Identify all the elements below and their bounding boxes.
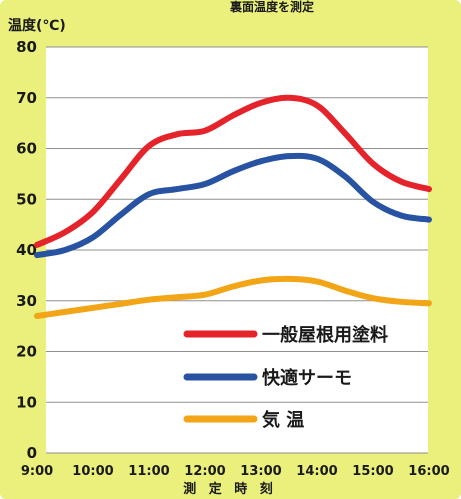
legend-label-0: 一般屋根用塗料	[262, 324, 388, 346]
chart-title: 裏面温度を測定	[229, 0, 314, 14]
series-line-2	[34, 275, 432, 319]
y-tick-label: 60	[16, 140, 37, 158]
x-tick-label: 14:00	[296, 464, 337, 479]
y-tick-label: 70	[16, 89, 37, 107]
x-tick-label: 11:00	[128, 464, 169, 479]
series-line-1	[34, 152, 432, 259]
y-tick-labels: 0 10 20 30 40 50 60 70 80	[16, 38, 37, 462]
x-tick-label: 13:00	[240, 464, 281, 479]
x-tick-label: 15:00	[352, 464, 393, 479]
grid-lines	[46, 46, 428, 454]
y-tick-label: 80	[16, 38, 37, 56]
y-tick-label: 40	[16, 241, 37, 259]
series-lines	[34, 94, 432, 319]
legend-label-2: 気 温	[262, 409, 304, 431]
x-axis-label: 測 定 時 刻	[183, 481, 277, 497]
y-tick-label: 20	[16, 343, 37, 361]
x-tick-labels: 9:00 10:00 11:00 12:00 13:00 14:00 15:00 16:00	[21, 464, 450, 479]
x-tick-label: 10:00	[72, 464, 113, 479]
x-tick-label: 9:00	[21, 464, 53, 479]
series-line-0	[34, 94, 432, 248]
y-tick-label: 50	[16, 190, 37, 208]
y-tick-label: 0	[27, 444, 37, 462]
x-tick-label: 12:00	[184, 464, 225, 479]
y-tick-label: 10	[16, 393, 37, 411]
x-tick-label: 16:00	[408, 464, 449, 479]
y-axis-label: 温度(℃)	[8, 17, 66, 34]
y-tick-label: 30	[16, 292, 37, 310]
legend-label-1: 快適サーモ	[262, 367, 352, 389]
